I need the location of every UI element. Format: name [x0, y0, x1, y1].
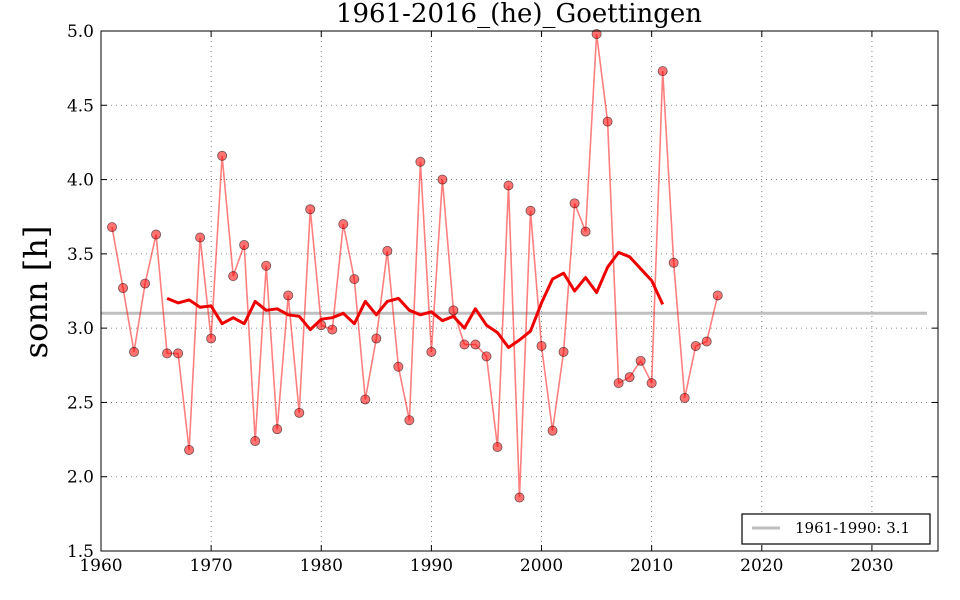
- y-tick-label: 2.5: [67, 393, 94, 413]
- data-point: [184, 444, 195, 455]
- data-point: [591, 28, 602, 39]
- data-point: [349, 274, 360, 285]
- smoothed-series-line: [166, 250, 665, 349]
- ticks: 1960 1970 1980 1990 2000 2010 2020 2030 1.5 2.0 2.…: [67, 22, 938, 576]
- data-point: [107, 222, 118, 233]
- data-point: [415, 156, 426, 167]
- data-point: [140, 278, 151, 289]
- x-tick-label: 2030: [850, 556, 893, 576]
- data-point: [701, 336, 712, 347]
- data-point: [635, 355, 646, 366]
- data-point: [305, 204, 316, 215]
- data-point: [129, 346, 140, 357]
- data-point: [404, 415, 415, 426]
- data-point: [503, 180, 514, 191]
- y-tick-label: 3.0: [67, 319, 94, 339]
- y-axis-label: sonn [h]: [17, 226, 55, 359]
- legend-label-reference: 1961-1990: 3.1: [795, 519, 910, 537]
- x-tick-label: 2010: [630, 556, 673, 576]
- data-point: [272, 424, 283, 435]
- y-tick-label: 4.5: [67, 96, 94, 116]
- x-tick-label: 1980: [300, 556, 343, 576]
- legend: 1961-1990: 3.1: [741, 513, 931, 545]
- y-tick-label: 5.0: [67, 22, 94, 42]
- data-point: [547, 425, 558, 436]
- x-tick-label: 1970: [189, 556, 232, 576]
- plot-area: [101, 28, 927, 503]
- data-point: [470, 339, 481, 350]
- x-tick-label: 2020: [740, 556, 783, 576]
- y-tick-label: 4.0: [67, 171, 94, 191]
- data-point: [492, 441, 503, 452]
- plot-frame: [100, 30, 939, 552]
- data-point: [624, 372, 635, 383]
- data-point: [646, 378, 657, 389]
- data-point: [525, 205, 536, 216]
- data-point: [118, 283, 129, 294]
- data-point: [602, 116, 613, 127]
- data-point: [217, 150, 228, 161]
- data-point: [613, 378, 624, 389]
- x-tick-label: 2000: [520, 556, 563, 576]
- data-point: [569, 198, 580, 209]
- data-point: [151, 229, 162, 240]
- data-point: [173, 348, 184, 359]
- data-point: [382, 245, 393, 256]
- x-tick-label: 1990: [410, 556, 453, 576]
- y-tick-label: 3.5: [67, 245, 94, 265]
- data-point: [195, 232, 206, 243]
- data-point: [393, 361, 404, 372]
- data-point: [360, 394, 371, 405]
- data-point: [679, 392, 690, 403]
- data-point: [459, 339, 470, 350]
- data-point: [481, 351, 492, 362]
- data-point: [712, 290, 723, 301]
- y-tick-label: 2.0: [67, 468, 94, 488]
- data-point: [580, 226, 591, 237]
- data-point: [206, 333, 217, 344]
- data-point: [250, 436, 261, 447]
- data-point: [228, 271, 239, 282]
- data-point: [657, 66, 668, 77]
- data-point: [690, 340, 701, 351]
- data-point: [239, 239, 250, 250]
- data-point: [437, 174, 448, 185]
- x-tick-label: 1960: [79, 556, 122, 576]
- data-point: [371, 333, 382, 344]
- data-point: [261, 260, 272, 271]
- data-point: [668, 257, 679, 268]
- data-point: [448, 305, 459, 316]
- y-tick-label: 1.5: [67, 542, 94, 562]
- annual-series-line: [111, 33, 719, 498]
- data-point: [294, 407, 305, 418]
- data-point: [338, 219, 349, 230]
- data-point: [514, 492, 525, 503]
- data-point: [162, 348, 173, 359]
- data-point: [426, 346, 437, 357]
- data-point: [327, 324, 338, 335]
- data-point: [536, 340, 547, 351]
- grid: [101, 31, 938, 551]
- data-point: [558, 346, 569, 357]
- data-point: [283, 290, 294, 301]
- chart-title: 1961-2016_(he)_Goettingen: [336, 0, 702, 29]
